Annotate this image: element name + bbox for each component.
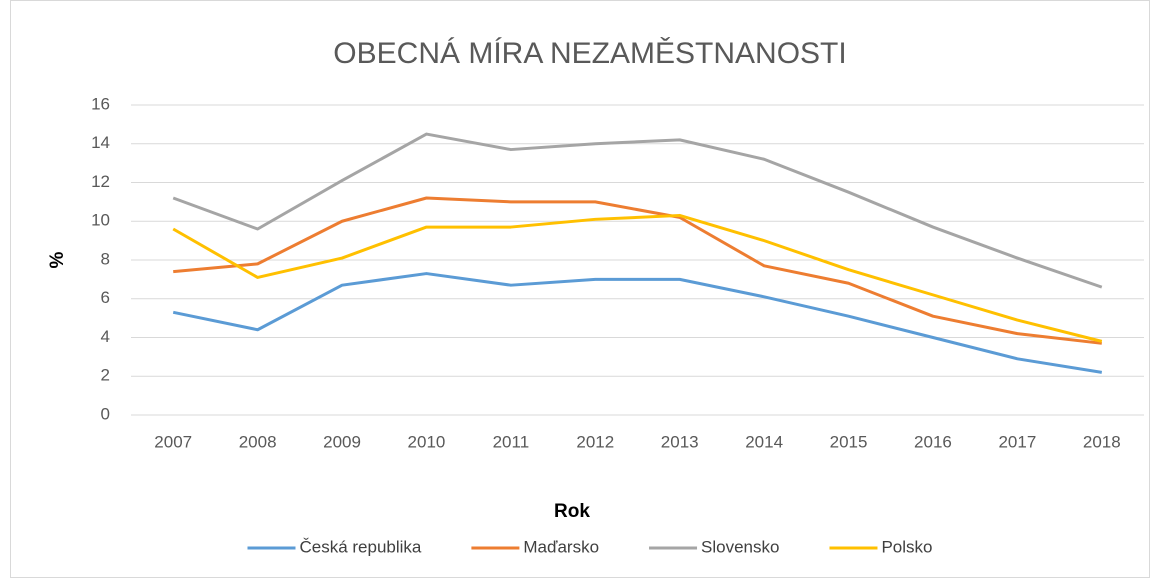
legend-label: Polsko <box>881 537 932 556</box>
x-tick-label: 2012 <box>576 432 614 451</box>
y-tick-label: 6 <box>101 288 110 307</box>
series-line <box>172 213 1103 343</box>
series-line <box>172 132 1103 289</box>
y-tick-label: 8 <box>101 249 110 268</box>
x-tick-label: 2016 <box>914 432 952 451</box>
x-tick-label: 2010 <box>408 432 446 451</box>
y-tick-label: 2 <box>101 366 110 385</box>
x-tick-label: 2011 <box>493 432 530 451</box>
x-axis-title: Rok <box>554 501 590 522</box>
legend-label: Slovensko <box>701 537 779 556</box>
x-tick-label: 2013 <box>661 432 699 451</box>
x-tick-label: 2008 <box>239 432 277 451</box>
series-line <box>172 272 1103 374</box>
y-tick-label: 16 <box>91 94 110 113</box>
chart-border <box>10 0 1150 578</box>
chart-title: OBECNÁ MÍRA NEZAMĚSTNANOSTI <box>333 37 846 70</box>
x-tick-label: 2015 <box>830 432 868 451</box>
legend-label: Česká republika <box>299 537 421 556</box>
x-tick-label: 2007 <box>154 432 192 451</box>
y-tick-label: 10 <box>91 211 110 230</box>
y-axis-title: % <box>47 251 68 268</box>
x-tick-label: 2014 <box>745 432 783 451</box>
x-tick-label: 2017 <box>998 432 1036 451</box>
legend-label: Maďarsko <box>523 537 599 556</box>
y-tick-label: 14 <box>91 133 110 152</box>
y-tick-label: 12 <box>91 172 110 191</box>
y-tick-label: 0 <box>101 404 110 423</box>
x-tick-label: 2018 <box>1083 432 1121 451</box>
y-tick-label: 4 <box>101 327 110 346</box>
series-line <box>173 196 1102 345</box>
x-tick-label: 2009 <box>323 432 361 451</box>
